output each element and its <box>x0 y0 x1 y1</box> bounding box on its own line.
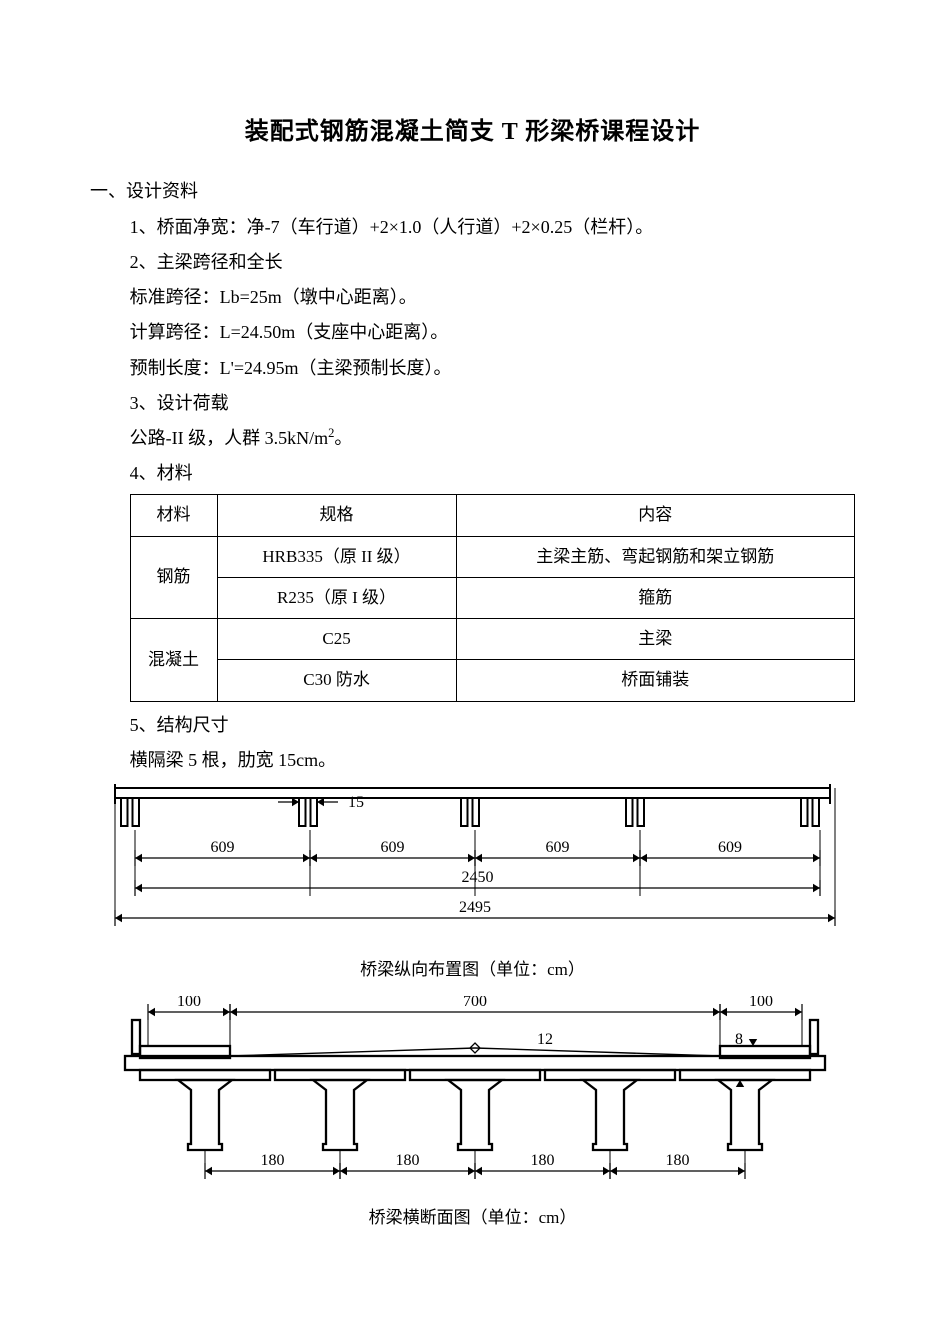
svg-text:180: 180 <box>531 1152 555 1169</box>
item-4: 4、材料 <box>90 456 855 490</box>
item-3a-suffix: 。 <box>334 428 352 448</box>
svg-text:12: 12 <box>537 1031 553 1048</box>
fig1-wrap: 15 609 609 609 609 2450 2495 <box>90 778 855 948</box>
table-row: 混凝土 C25 主梁 <box>130 619 854 660</box>
item-5: 5、结构尺寸 <box>90 708 855 742</box>
td: R235（原 I 级） <box>217 577 456 618</box>
th-content: 内容 <box>456 495 854 536</box>
fig2-wrap: 100 700 100 12 8 180 180 180 180 <box>90 996 855 1196</box>
item-3: 3、设计荷载 <box>90 386 855 420</box>
svg-text:180: 180 <box>396 1152 420 1169</box>
td: 桥面铺装 <box>456 660 854 701</box>
table-row: C30 防水 桥面铺装 <box>130 660 854 701</box>
svg-text:609: 609 <box>211 839 235 856</box>
svg-text:8: 8 <box>735 1031 743 1048</box>
item-2c: 预制长度：L'=24.95m（主梁预制长度）。 <box>90 351 855 385</box>
table-row: R235（原 I 级） 箍筋 <box>130 577 854 618</box>
doc-title: 装配式钢筋混凝土简支 T 形梁桥课程设计 <box>90 110 855 156</box>
fig2-cross-section-diagram: 100 700 100 12 8 180 180 180 180 <box>90 996 855 1196</box>
section-heading-1: 一、设计资料 <box>90 174 855 208</box>
td: C25 <box>217 619 456 660</box>
item-2a: 标准跨径：Lb=25m（墩中心距离）。 <box>90 280 855 314</box>
item-1: 1、桥面净宽：净-7（车行道）+2×1.0（人行道）+2×0.25（栏杆）。 <box>90 210 855 244</box>
svg-text:180: 180 <box>261 1152 285 1169</box>
svg-text:15: 15 <box>348 794 364 811</box>
td: HRB335（原 II 级） <box>217 536 456 577</box>
td-concrete: 混凝土 <box>130 619 217 702</box>
item-3a-prefix: 公路-II 级，人群 3.5kN/m <box>130 428 328 448</box>
item-3a: 公路-II 级，人群 3.5kN/m2。 <box>90 421 855 455</box>
th-spec: 规格 <box>217 495 456 536</box>
svg-text:2450: 2450 <box>462 869 494 886</box>
td: 箍筋 <box>456 577 854 618</box>
fig2-caption: 桥梁横断面图（单位：cm） <box>90 1202 855 1234</box>
th-material: 材料 <box>130 495 217 536</box>
td: 主梁 <box>456 619 854 660</box>
svg-text:609: 609 <box>546 839 570 856</box>
materials-table: 材料 规格 内容 钢筋 HRB335（原 II 级） 主梁主筋、弯起钢筋和架立钢… <box>130 494 855 701</box>
item-2: 2、主梁跨径和全长 <box>90 245 855 279</box>
td: 主梁主筋、弯起钢筋和架立钢筋 <box>456 536 854 577</box>
fig1-caption: 桥梁纵向布置图（单位：cm） <box>90 954 855 986</box>
item-2b: 计算跨径：L=24.50m（支座中心距离）。 <box>90 315 855 349</box>
svg-text:100: 100 <box>177 996 201 1010</box>
svg-text:609: 609 <box>718 839 742 856</box>
table-row: 材料 规格 内容 <box>130 495 854 536</box>
table-row: 钢筋 HRB335（原 II 级） 主梁主筋、弯起钢筋和架立钢筋 <box>130 536 854 577</box>
item-5a: 横隔梁 5 根，肋宽 15cm。 <box>90 743 855 777</box>
materials-table-wrap: 材料 规格 内容 钢筋 HRB335（原 II 级） 主梁主筋、弯起钢筋和架立钢… <box>90 494 855 701</box>
svg-text:700: 700 <box>463 996 487 1010</box>
svg-text:100: 100 <box>749 996 773 1010</box>
td: C30 防水 <box>217 660 456 701</box>
svg-text:180: 180 <box>666 1152 690 1169</box>
fig1-longitudinal-diagram: 15 609 609 609 609 2450 2495 <box>90 778 855 948</box>
svg-text:2495: 2495 <box>459 899 491 916</box>
td-steel: 钢筋 <box>130 536 217 619</box>
svg-text:609: 609 <box>381 839 405 856</box>
